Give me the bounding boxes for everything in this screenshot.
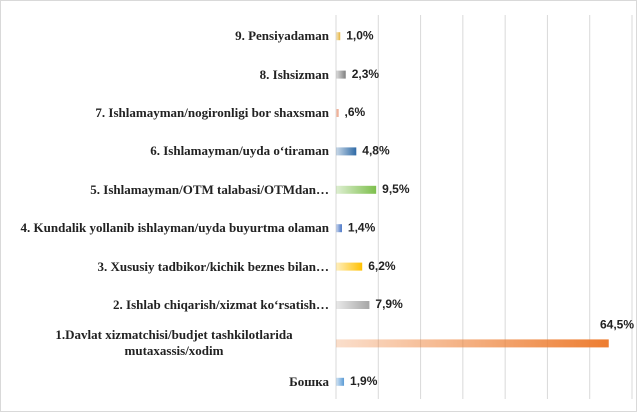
- value-label: 1,9%: [350, 374, 378, 388]
- value-label: 7,9%: [375, 297, 403, 311]
- bar: [336, 377, 345, 386]
- bar: [336, 70, 346, 79]
- category-label: 3. Xususiy tadbikor/kichik beznes bilan…: [97, 258, 329, 274]
- value-label: 1,0%: [346, 28, 374, 42]
- bar: [336, 147, 357, 156]
- value-label: 9,5%: [382, 182, 410, 196]
- bar: [336, 109, 339, 117]
- bar: [336, 339, 609, 348]
- bar: [336, 32, 341, 41]
- category-label: 6. Ishlamayman/uyda o‘tiraman: [150, 143, 329, 159]
- bar: [336, 185, 377, 194]
- category-label: 2. Ishlab chiqarish/xizmat ko‘rsatish…: [113, 297, 329, 312]
- bar: [336, 301, 370, 309]
- category-label: 9. Pensiyadaman: [235, 28, 329, 44]
- category-label: 1.Davlat xizmatchisi/budjet tashkilotlar…: [55, 327, 293, 359]
- value-label: 1,4%: [348, 220, 376, 234]
- value-label: 6,2%: [368, 259, 396, 273]
- category-label: 8. Ishsizman: [259, 66, 329, 82]
- category-label: 5. Ishlamayman/OTM talabasi/OTMdan…: [90, 181, 329, 197]
- value-label: ,6%: [345, 105, 366, 119]
- category-label: Бошка: [289, 373, 329, 389]
- bar: [336, 224, 342, 233]
- value-label: 2,3%: [352, 67, 380, 81]
- category-label: 4. Kundalik yollanib ishlayman/uyda buyu…: [20, 220, 329, 236]
- value-label: 64,5%: [600, 318, 634, 332]
- category-label: 7. Ishlamayman/nogironligi bor shaxsman: [95, 105, 329, 120]
- bar: [336, 262, 363, 271]
- value-label: 4,8%: [362, 144, 390, 158]
